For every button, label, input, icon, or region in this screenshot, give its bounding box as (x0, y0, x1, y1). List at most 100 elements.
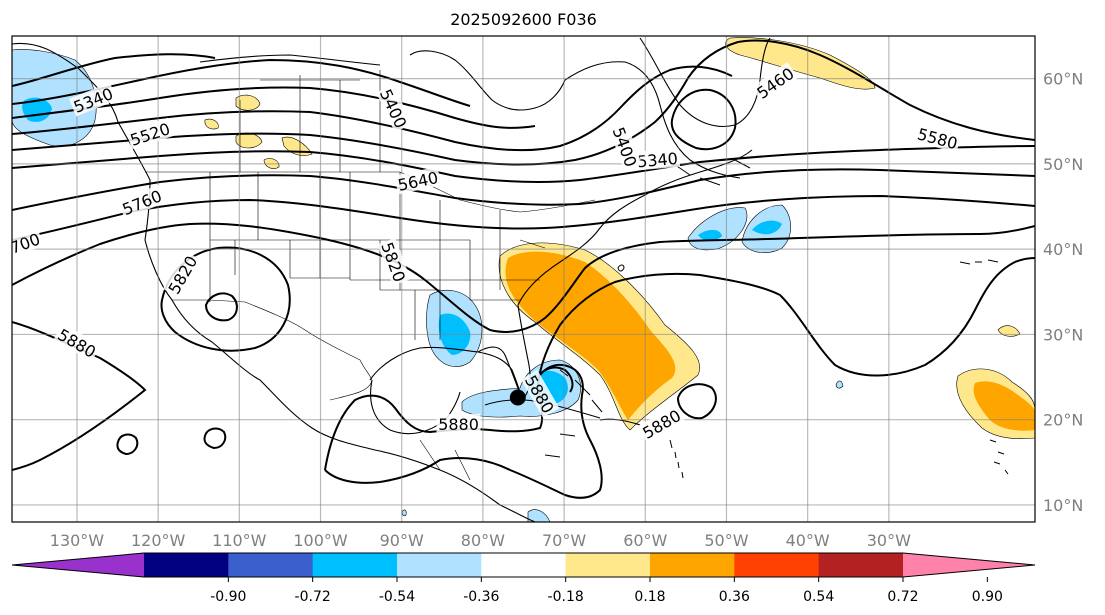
coastline-labrador (564, 61, 741, 179)
colorbar-segment (312, 553, 398, 577)
shading-carolinas-inner (505, 251, 676, 420)
contour-label-text: 5700 (0, 229, 43, 261)
islands-lesser-antilles (544, 433, 684, 479)
shading-greenland-sea (725, 37, 876, 90)
shading-atlantic-1-inner (698, 229, 722, 241)
contour-label: 5520 (126, 117, 174, 150)
shading-small-4 (204, 118, 219, 130)
colorbar-tick-label: 0.36 (719, 589, 750, 605)
contour-5880-low (204, 292, 238, 322)
colorbar-segment (565, 553, 651, 577)
colorbar-segment (397, 553, 482, 577)
shading-small-7 (835, 380, 844, 389)
islands-cape-verde (989, 439, 1009, 475)
latitude-tick-label: 20°N (1043, 411, 1083, 430)
contour-label-backing (913, 122, 962, 153)
longitude-axis: 130°W 120°W 110°W 100°W 90°W 80°W 70°W 60°W 50°W… (50, 531, 911, 550)
contour-label-backing (162, 250, 202, 299)
contour-label-backing (751, 62, 799, 103)
colorbar-segment (734, 553, 820, 577)
map-title: 2025092600 F036 (450, 10, 597, 29)
contour-5880-main (324, 257, 1035, 471)
shading-east-atlantic-inner (973, 381, 1035, 431)
longitude-tick-label: 100°W (293, 531, 348, 550)
colorbar-segment (144, 553, 229, 577)
contour-5880-cell-3 (676, 383, 717, 420)
latitude-tick-label: 50°N (1043, 155, 1083, 174)
shading-small-8 (401, 509, 407, 517)
colorbar-tick-label: -0.36 (463, 589, 499, 605)
contour-5880-caribbean (324, 363, 603, 499)
longitude-tick-label: 40°W (786, 531, 830, 550)
longitude-tick-label: 70°W (542, 531, 586, 550)
contour-label: 5400 (376, 84, 412, 133)
contour-5820-low (160, 246, 291, 352)
contour-5640 (12, 145, 1035, 184)
contour-label-text: 5880 (438, 415, 479, 434)
islands-bermuda (617, 264, 625, 272)
contour-label-backing (637, 404, 686, 443)
colorbar-tick-label: -0.54 (379, 589, 415, 605)
contour-label-text: 5820 (377, 240, 409, 285)
coastline-yucatan (370, 379, 461, 435)
contour-label-text: 5820 (165, 253, 202, 298)
coastline-arctic-islands (199, 54, 381, 66)
contour-label-backing (53, 323, 102, 362)
shading-atlantic-1-outer (687, 207, 748, 251)
contour-label-backing (377, 237, 411, 286)
contour-label: 5880 (436, 413, 481, 434)
latitude-tick-label: 40°N (1043, 240, 1083, 259)
shading-central-america (527, 509, 551, 522)
contour-5520 (12, 65, 733, 152)
longitude-tick-label: 120°W (131, 531, 186, 550)
latitude-tick-label: 60°N (1043, 70, 1083, 89)
contour-label: 5760 (117, 184, 166, 219)
map-area: 5340552057605700582058805400564058205880… (0, 36, 1035, 522)
colorbar-segment (481, 553, 567, 577)
contour-5580 (12, 39, 1035, 166)
contour-label-backing (609, 122, 642, 171)
colorbar-segment (818, 553, 904, 577)
contour-5880-cell-4 (539, 366, 574, 393)
contour-5820 (12, 222, 1035, 333)
coastline-hudson-bay (409, 50, 566, 111)
contour-label-text: 5640 (396, 168, 440, 195)
longitude-tick-label: 80°W (461, 531, 505, 550)
longitude-tick-label: 110°W (212, 531, 267, 550)
shading-atlantic-2-inner (752, 220, 782, 235)
storm-center-marker (509, 389, 526, 406)
colorbar-segment (228, 553, 314, 577)
contour-label: 5820 (162, 250, 202, 299)
longitude-tick-label: 130°W (50, 531, 105, 550)
contour-label: 5340 (634, 147, 681, 171)
latitude-tick-label: 30°N (1043, 325, 1083, 344)
positive-shading (204, 37, 1035, 439)
colorbar-tick-label: -0.72 (295, 589, 331, 605)
coastline-atlantic (517, 149, 753, 306)
colorbar-outline (11, 552, 1036, 578)
contour-5760 (12, 194, 1035, 241)
contour-label-backing (12, 227, 44, 261)
contour-label-text: 5520 (128, 119, 173, 150)
contour-label-backing (376, 84, 412, 133)
contour-label-backing (520, 370, 560, 418)
contour-label-backing (117, 184, 166, 219)
map-frame (11, 35, 1036, 523)
longitude-tick-label: 30°W (867, 531, 911, 550)
contour-label-backing (394, 166, 442, 195)
longitude-tick-label: 90°W (380, 531, 424, 550)
contour-label-backing (436, 413, 481, 433)
longitude-tick-label: 60°W (623, 531, 667, 550)
contour-label-backing (69, 82, 117, 117)
canada-provinces (239, 70, 381, 172)
contour-label: 5700 (0, 227, 44, 261)
colorbar-extend-low (12, 553, 144, 577)
islands-azores (959, 259, 999, 265)
colorbar-tick-label: 0.72 (887, 589, 918, 605)
contour-label: 5820 (377, 237, 411, 286)
latitude-tick-label: 10°N (1043, 496, 1083, 515)
contour-5460 (12, 86, 536, 129)
longitude-tick-label: 50°W (704, 531, 748, 550)
colorbar-tick-label: -0.90 (210, 589, 246, 605)
